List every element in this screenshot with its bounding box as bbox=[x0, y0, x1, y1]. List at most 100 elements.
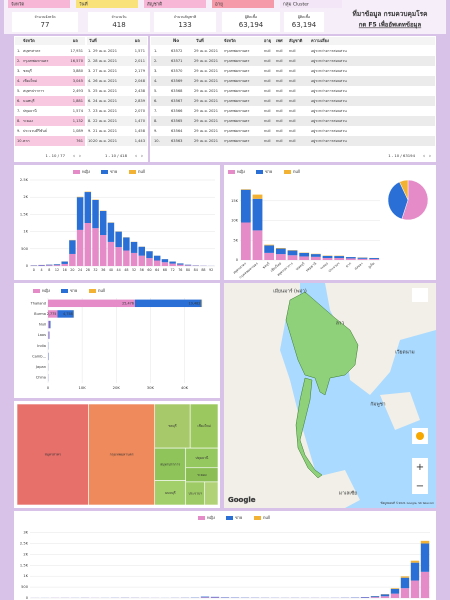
bar bbox=[107, 222, 115, 242]
bar bbox=[99, 210, 107, 236]
bar bbox=[92, 228, 99, 266]
treemap-cell bbox=[154, 447, 187, 481]
bar bbox=[169, 261, 176, 264]
pager-next[interactable]: › bbox=[141, 154, 143, 160]
bar bbox=[184, 264, 192, 266]
bar bbox=[275, 247, 286, 249]
table-cell: 10. bbox=[17, 139, 23, 143]
table-cell: 5. bbox=[17, 89, 20, 93]
kpi-value: 418 bbox=[112, 21, 125, 29]
legend-swatch bbox=[256, 170, 263, 174]
table-cell: null bbox=[289, 59, 296, 63]
table-header-cell: จังหวัด bbox=[224, 38, 236, 43]
bar bbox=[252, 230, 263, 260]
legend-label: ชาย bbox=[110, 169, 117, 174]
y-tick-label: 2K bbox=[23, 195, 28, 199]
kpi-value: 63,194 bbox=[292, 21, 317, 29]
daily-chart-panel bbox=[14, 511, 436, 600]
table-cell: 1,574 bbox=[73, 109, 84, 113]
source-text: ที่มาข้อมูล กรมควบคุมโรค bbox=[353, 8, 428, 19]
fullscreen-button[interactable] bbox=[412, 288, 428, 302]
filter-dropdown[interactable] bbox=[76, 0, 138, 8]
treemap-cell bbox=[154, 480, 187, 506]
filter-dropdown[interactable] bbox=[8, 0, 70, 8]
y-tick-label: Camb... bbox=[32, 354, 46, 358]
table-cell: 63568 bbox=[171, 89, 183, 93]
table-cell: null bbox=[289, 69, 296, 73]
x-tick-label: 0 bbox=[33, 268, 35, 272]
bar bbox=[46, 265, 53, 266]
table-row bbox=[15, 56, 85, 66]
x-tick-label: 80 bbox=[186, 268, 190, 272]
table-cell: 1,470 bbox=[135, 119, 146, 123]
bar bbox=[322, 258, 333, 260]
y-tick-label: 500 bbox=[21, 585, 29, 589]
table-cell: กรุงเทพมหานคร bbox=[224, 139, 249, 144]
y-tick-label: China bbox=[36, 376, 46, 380]
table-row bbox=[87, 46, 147, 56]
kpi-label: จำนวนสัญชาติ bbox=[174, 15, 197, 19]
y-tick-label: 3K bbox=[23, 531, 28, 535]
bar bbox=[46, 264, 53, 266]
bar bbox=[410, 560, 420, 563]
y-tick-label: 1K bbox=[23, 574, 28, 578]
pager-prev[interactable]: ‹ bbox=[423, 154, 425, 160]
pie-slice bbox=[387, 181, 409, 220]
table-row bbox=[15, 66, 85, 76]
filter-dropdown[interactable] bbox=[212, 0, 274, 8]
x-tick-label: 64 bbox=[155, 268, 159, 272]
y-tick-label: 0 bbox=[236, 258, 239, 262]
table-cell: อยู่ระหว่างการสอบสวน bbox=[311, 69, 347, 73]
pager-next[interactable]: › bbox=[79, 154, 81, 160]
bar bbox=[107, 241, 115, 266]
bar bbox=[184, 265, 192, 266]
treemap-label: สมุทรปราการ bbox=[160, 462, 180, 467]
zoom-out[interactable]: − bbox=[416, 481, 424, 492]
table-cell: กรุงเทพมหานคร bbox=[224, 89, 249, 94]
table-cell: 7. bbox=[17, 109, 20, 113]
legend-swatch bbox=[129, 170, 136, 174]
table-cell: อยู่ระหว่างการสอบสวน bbox=[311, 109, 347, 113]
bar bbox=[53, 264, 61, 266]
y-tick-label: 2.5K bbox=[20, 178, 29, 182]
bar bbox=[275, 248, 286, 255]
bar bbox=[380, 594, 390, 597]
table-cell: 5. bbox=[88, 89, 91, 93]
filter-dropdown[interactable] bbox=[144, 0, 206, 8]
map-label: เมียนมาร์ (พม่า) bbox=[273, 288, 307, 295]
table-cell: สมุทรสาคร bbox=[23, 49, 40, 54]
kpi-label: จำนวนจังหวัด bbox=[34, 15, 55, 19]
table-cell: 2,179 bbox=[135, 69, 146, 73]
table-cell: 1,881 bbox=[73, 99, 83, 103]
bar bbox=[76, 229, 84, 266]
table-cell: null bbox=[264, 129, 271, 133]
zoom-control[interactable] bbox=[412, 458, 428, 494]
bar bbox=[48, 310, 58, 318]
y-tick-label: 1.5K bbox=[20, 212, 29, 216]
x-tick-label: 68 bbox=[163, 268, 167, 272]
pager-prev[interactable]: ‹ bbox=[73, 154, 75, 160]
bar bbox=[380, 596, 390, 598]
bar bbox=[400, 577, 410, 589]
table-cell: 9. bbox=[154, 129, 157, 133]
table-cell: 29 เม.ย. 2021 bbox=[194, 59, 218, 63]
bar bbox=[115, 231, 122, 248]
table-cell: กรุงเทพมหานคร bbox=[224, 79, 249, 84]
bar bbox=[146, 258, 153, 266]
kpi-value: 133 bbox=[178, 21, 191, 29]
table-cell: null bbox=[264, 59, 271, 63]
x-tick-label: 56 bbox=[140, 268, 144, 272]
table-cell: null bbox=[276, 119, 283, 123]
table-cell: 29 เม.ย. 2021 bbox=[194, 99, 218, 103]
treemap-label: ประจวบฯ bbox=[188, 491, 202, 495]
pegman-icon bbox=[416, 432, 424, 440]
zoom-in[interactable]: + bbox=[416, 462, 424, 473]
pager-next[interactable]: › bbox=[429, 154, 431, 160]
bar bbox=[264, 252, 275, 260]
filter-dropdown[interactable] bbox=[280, 0, 342, 8]
table-header-cell: วันที่ bbox=[89, 37, 97, 43]
treemap-label: นนทบุรี bbox=[165, 490, 176, 496]
pager-prev[interactable]: ‹ bbox=[135, 154, 137, 160]
bar bbox=[240, 222, 251, 260]
table-cell: 2,839 bbox=[135, 99, 146, 103]
